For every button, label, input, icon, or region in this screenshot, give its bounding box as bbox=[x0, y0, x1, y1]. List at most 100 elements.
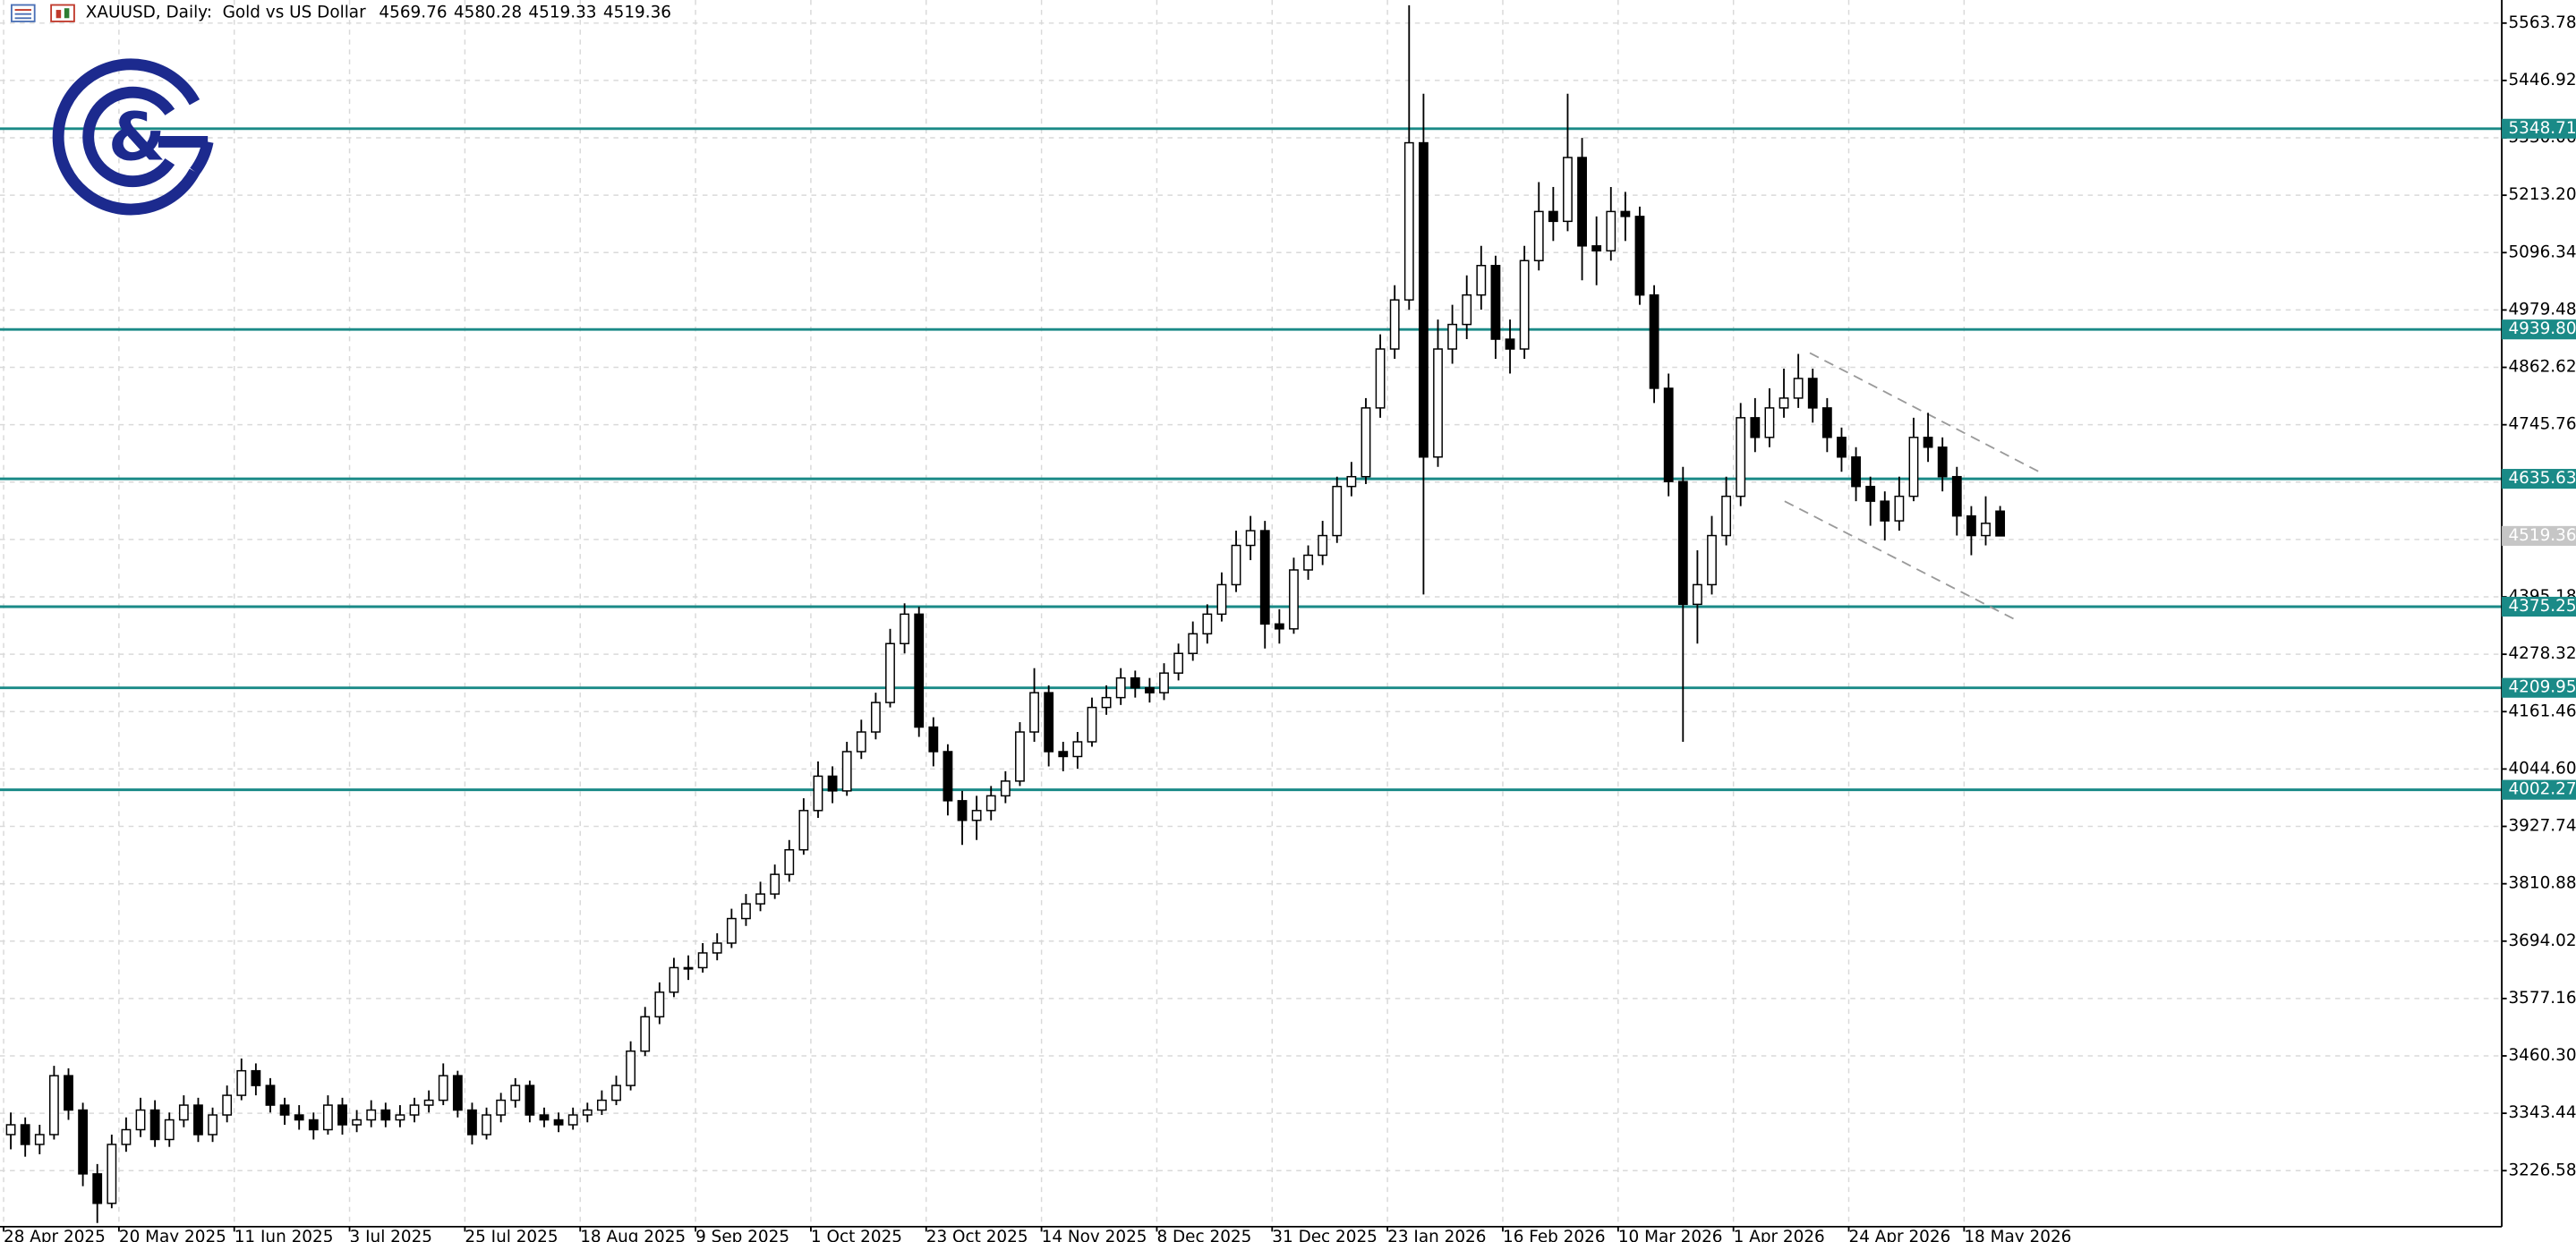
candle-body bbox=[856, 731, 866, 753]
y-tick-label: 5563.78 bbox=[2508, 13, 2576, 32]
chart-title: XAUUSD, Daily: Gold vs US Dollar bbox=[86, 4, 366, 22]
y-tick-label: 5446.92 bbox=[2508, 71, 2576, 89]
candle-body bbox=[1216, 583, 1227, 616]
current-price-label: 4519.36 bbox=[2508, 526, 2576, 545]
x-tick-label: 28 Apr 2025 bbox=[4, 1228, 106, 1242]
header-open: 4569.76 bbox=[379, 4, 447, 22]
trendline bbox=[1809, 352, 2040, 473]
candle-body bbox=[1519, 259, 1530, 350]
candle-body bbox=[64, 1075, 73, 1111]
candle-body bbox=[1793, 378, 1804, 399]
candle-body bbox=[582, 1109, 593, 1116]
candle-body bbox=[1995, 510, 2006, 537]
candle-body bbox=[1880, 500, 1890, 522]
candle-body bbox=[1403, 141, 1414, 301]
candle-body bbox=[1981, 523, 1991, 537]
candle-body bbox=[496, 1099, 507, 1116]
candle-body bbox=[1908, 437, 1919, 498]
candle-body bbox=[770, 873, 780, 895]
candle-body bbox=[827, 775, 838, 792]
header-low: 4519.33 bbox=[528, 4, 596, 22]
candle-body bbox=[726, 917, 737, 944]
level-label: 4002.27 bbox=[2508, 780, 2576, 799]
candles bbox=[5, 4, 2006, 1223]
y-tick-label: 3226.58 bbox=[2508, 1161, 2576, 1179]
candle-body bbox=[1937, 447, 1948, 478]
y-tick-label: 4862.62 bbox=[2508, 358, 2576, 377]
candle-body bbox=[34, 1134, 45, 1145]
logo: & bbox=[52, 58, 214, 216]
y-tick-label: 4161.46 bbox=[2508, 702, 2576, 720]
candle-body bbox=[1736, 417, 1746, 498]
candle-body bbox=[1087, 706, 1097, 743]
candle-body bbox=[712, 942, 722, 954]
candle-body bbox=[1692, 583, 1702, 606]
candle-body bbox=[553, 1119, 564, 1126]
candle-body bbox=[1490, 265, 1501, 340]
level-label-box bbox=[2502, 319, 2576, 340]
y-tick-label: 3577.16 bbox=[2508, 989, 2576, 1008]
candle-body bbox=[1591, 245, 1602, 252]
candle-body bbox=[121, 1128, 132, 1145]
axis: 5563.785446.925330.065213.205096.344979.… bbox=[3, 13, 2576, 1242]
candle-body bbox=[1837, 437, 1847, 458]
y-tick-label: 3810.88 bbox=[2508, 874, 2576, 893]
candle-body bbox=[798, 810, 809, 851]
logo-outer-arc bbox=[52, 58, 200, 216]
candle-body bbox=[640, 1016, 651, 1052]
candle-body bbox=[467, 1109, 477, 1136]
candle-body bbox=[1821, 407, 1832, 438]
logo-ampersand: & bbox=[108, 99, 166, 175]
candle-body bbox=[611, 1085, 621, 1102]
level-label: 4375.25 bbox=[2508, 597, 2576, 616]
candle-body bbox=[236, 1069, 247, 1096]
candle-body bbox=[409, 1104, 420, 1116]
x-tick-label: 23 Oct 2025 bbox=[926, 1228, 1028, 1242]
candle-body bbox=[1476, 265, 1487, 296]
candle-body bbox=[1202, 613, 1213, 635]
x-tick-label: 1 Oct 2025 bbox=[811, 1228, 902, 1242]
candle-body bbox=[841, 751, 852, 792]
candle-body bbox=[164, 1119, 175, 1141]
candle-body bbox=[1029, 692, 1039, 733]
candle-body bbox=[1620, 210, 1631, 217]
candle-body bbox=[1577, 157, 1587, 247]
level-label: 4635.63 bbox=[2508, 469, 2576, 488]
candle-body bbox=[1289, 569, 1299, 630]
candle-body bbox=[1144, 686, 1155, 693]
candle-body bbox=[92, 1173, 103, 1204]
candle-body bbox=[1245, 530, 1256, 547]
candle-body bbox=[885, 642, 895, 703]
candle-body bbox=[928, 726, 939, 753]
candle-body bbox=[251, 1069, 261, 1086]
candle-body bbox=[914, 613, 925, 728]
candle-body bbox=[20, 1124, 30, 1145]
x-tick-label: 24 Apr 2026 bbox=[1849, 1228, 1951, 1242]
candle-body bbox=[1044, 692, 1054, 753]
candle-body bbox=[482, 1114, 491, 1136]
candle-body bbox=[1274, 623, 1284, 630]
x-tick-label: 18 Aug 2025 bbox=[580, 1228, 686, 1242]
candle-body bbox=[1894, 495, 1905, 522]
logo-tail bbox=[190, 140, 214, 175]
candle-body bbox=[1851, 456, 1861, 488]
candle-body bbox=[222, 1094, 233, 1116]
level-label-box bbox=[2502, 596, 2576, 617]
y-tick-label: 4745.76 bbox=[2508, 415, 2576, 434]
candle-body bbox=[683, 966, 694, 970]
candle-body bbox=[1533, 210, 1544, 261]
logo-inner-arc bbox=[82, 86, 175, 188]
x-tick-label: 23 Jan 2026 bbox=[1387, 1228, 1486, 1242]
trendline bbox=[1784, 500, 2017, 621]
candle-body bbox=[741, 903, 751, 920]
candle-body bbox=[1101, 696, 1112, 709]
x-tick-label: 10 Mar 2026 bbox=[1618, 1228, 1723, 1242]
candle-body bbox=[1015, 731, 1025, 782]
candle-body bbox=[366, 1109, 377, 1121]
y-tick-label: 3694.02 bbox=[2508, 932, 2576, 950]
level-label: 4209.95 bbox=[2508, 678, 2576, 697]
level-label: 4939.80 bbox=[2508, 319, 2576, 338]
x-tick-label: 16 Feb 2026 bbox=[1503, 1228, 1606, 1242]
